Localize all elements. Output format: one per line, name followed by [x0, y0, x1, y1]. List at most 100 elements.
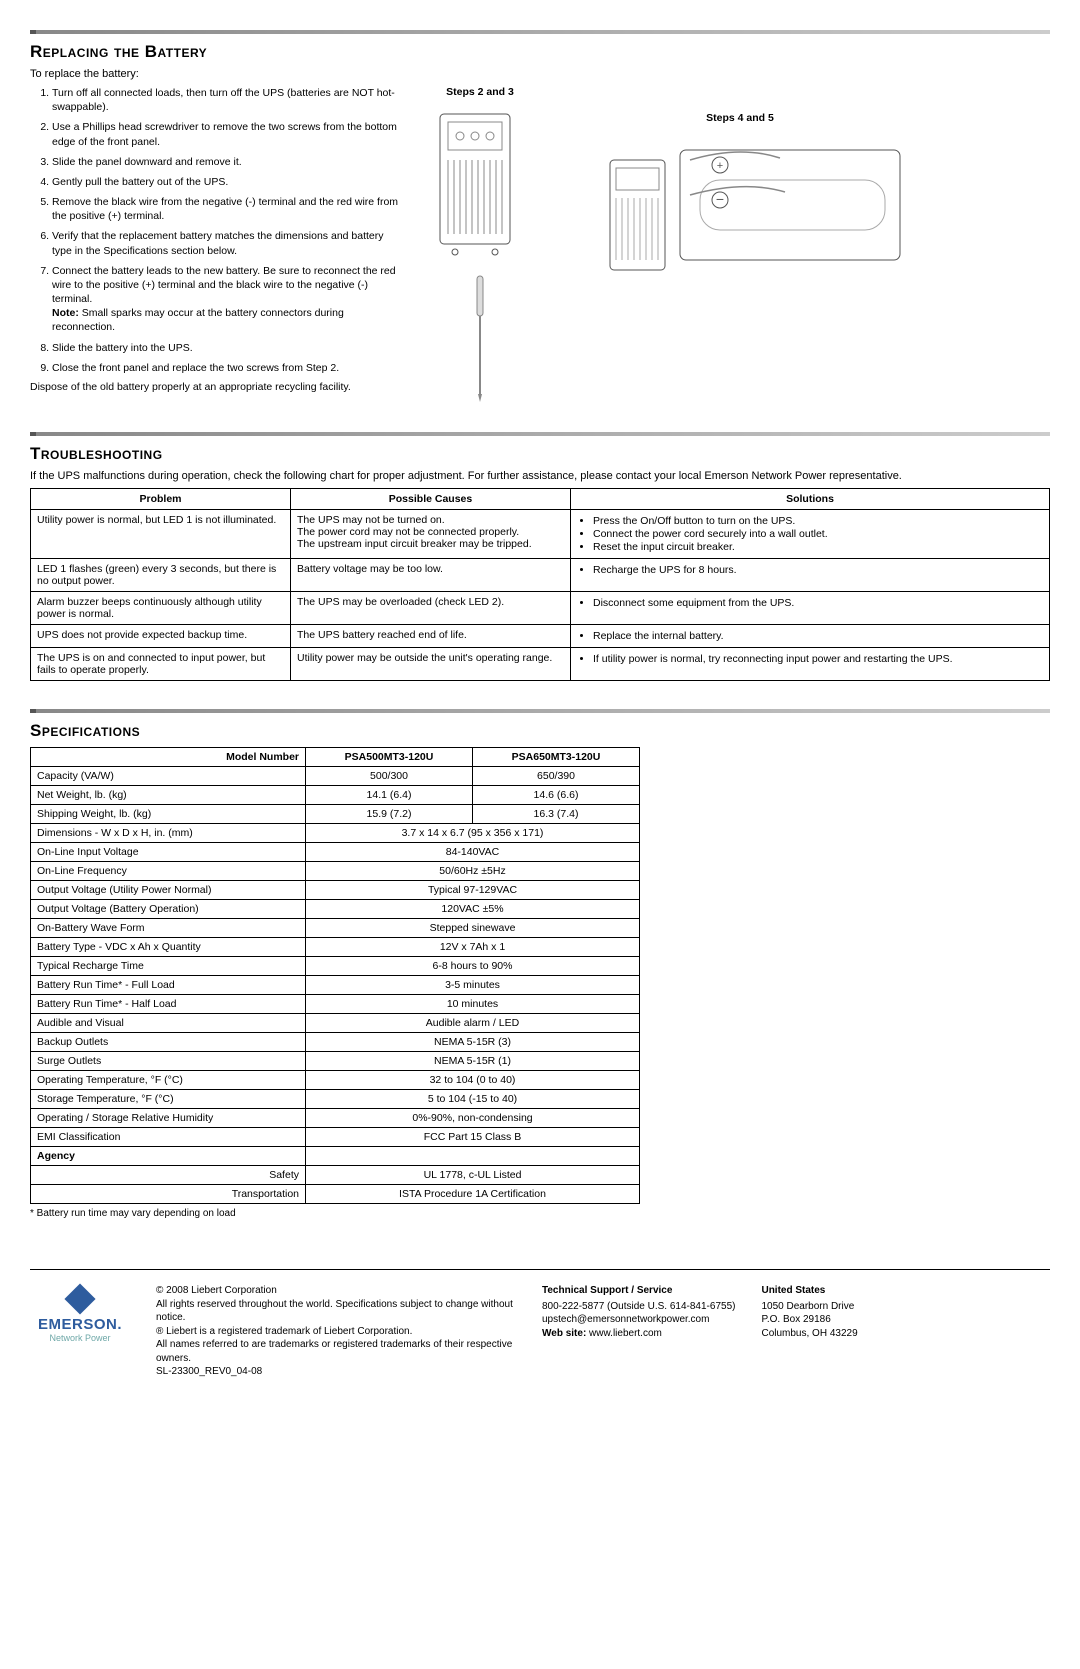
spec-label: Storage Temperature, °F (°C): [31, 1090, 306, 1109]
footer-address: United States 1050 Dearborn Drive P.O. B…: [761, 1284, 857, 1340]
spec-value: FCC Part 15 Class B: [306, 1128, 640, 1147]
spec-label: Battery Run Time* - Half Load: [31, 995, 306, 1014]
step-note: Note: Small sparks may occur at the batt…: [52, 306, 400, 334]
troubleshooting-heading: Troubleshooting: [30, 444, 1050, 464]
table-row: LED 1 flashes (green) every 3 seconds, b…: [31, 559, 1050, 592]
col-causes: Possible Causes: [291, 489, 571, 510]
table-row: Battery Run Time* - Half Load10 minutes: [31, 995, 640, 1014]
diagrams-row: Steps 2 and 3: [420, 86, 1050, 404]
section-divider: [30, 30, 1050, 34]
logo-diamond-icon: [64, 1283, 95, 1314]
causes-cell: Battery voltage may be too low.: [291, 559, 571, 592]
spec-value: 84-140VAC: [306, 843, 640, 862]
spec-label: Output Voltage (Utility Power Normal): [31, 881, 306, 900]
problem-cell: LED 1 flashes (green) every 3 seconds, b…: [31, 559, 291, 592]
spec-value: 6-8 hours to 90%: [306, 957, 640, 976]
spec-value: 0%-90%, non-condensing: [306, 1109, 640, 1128]
legal-line: © 2008 Liebert Corporation: [156, 1284, 516, 1298]
table-row: Backup OutletsNEMA 5-15R (3): [31, 1033, 640, 1052]
spec-value: 15.9 (7.2): [306, 805, 473, 824]
table-row: Alarm buzzer beeps continuously although…: [31, 592, 1050, 625]
diagram-col-1: Steps 2 and 3: [420, 86, 540, 404]
spec-value: ISTA Procedure 1A Certification: [306, 1185, 640, 1204]
spec-label: Capacity (VA/W): [31, 767, 306, 786]
replacing-battery-section: Replacing the Battery To replace the bat…: [30, 30, 1050, 404]
table-row: Dimensions - W x D x H, in. (mm)3.7 x 14…: [31, 824, 640, 843]
spec-value: 14.6 (6.6): [473, 786, 640, 805]
spec-value: 650/390: [473, 767, 640, 786]
specs-header-row: Model Number PSA500MT3-120U PSA650MT3-12…: [31, 748, 640, 767]
spec-label: Battery Type - VDC x Ah x Quantity: [31, 938, 306, 957]
section-divider: [30, 709, 1050, 713]
solutions-cell: Disconnect some equipment from the UPS.: [571, 592, 1050, 625]
step-text: Verify that the replacement battery matc…: [52, 230, 384, 256]
table-row: Net Weight, lb. (kg)14.1 (6.4)14.6 (6.6): [31, 786, 640, 805]
table-row: Capacity (VA/W)500/300650/390: [31, 767, 640, 786]
footer-legal: © 2008 Liebert Corporation All rights re…: [156, 1284, 516, 1379]
problem-cell: The UPS is on and connected to input pow…: [31, 648, 291, 681]
spec-value: Audible alarm / LED: [306, 1014, 640, 1033]
spec-value: 50/60Hz ±5Hz: [306, 862, 640, 881]
step-item: Remove the black wire from the negative …: [52, 195, 400, 223]
table-row: UPS does not provide expected backup tim…: [31, 625, 1050, 648]
step-item: Verify that the replacement battery matc…: [52, 229, 400, 257]
causes-cell: Utility power may be outside the unit's …: [291, 648, 571, 681]
spec-value: 16.3 (7.4): [473, 805, 640, 824]
us-heading: United States: [761, 1284, 857, 1298]
solutions-cell: Press the On/Off button to turn on the U…: [571, 510, 1050, 559]
emerson-logo: EMERSON. Network Power: [30, 1284, 130, 1343]
table-row: Operating / Storage Relative Humidity0%-…: [31, 1109, 640, 1128]
diagram-label-1: Steps 2 and 3: [446, 86, 514, 98]
svg-text:−: −: [716, 191, 724, 207]
table-row: Shipping Weight, lb. (kg)15.9 (7.2)16.3 …: [31, 805, 640, 824]
spec-label: Shipping Weight, lb. (kg): [31, 805, 306, 824]
table-row: Surge OutletsNEMA 5-15R (1): [31, 1052, 640, 1071]
step-item: Slide the panel downward and remove it.: [52, 155, 400, 169]
spec-value: UL 1778, c-UL Listed: [306, 1166, 640, 1185]
spec-value: 14.1 (6.4): [306, 786, 473, 805]
table-row: The UPS is on and connected to input pow…: [31, 648, 1050, 681]
step-text: Connect the battery leads to the new bat…: [52, 265, 396, 305]
page-footer: EMERSON. Network Power © 2008 Liebert Co…: [30, 1284, 1050, 1379]
ups-front-diagram: [420, 104, 540, 274]
spec-label: Typical Recharge Time: [31, 957, 306, 976]
table-row: Typical Recharge Time6-8 hours to 90%: [31, 957, 640, 976]
causes-cell: The UPS may not be turned on.The power c…: [291, 510, 571, 559]
legal-line: ® Liebert is a registered trademark of L…: [156, 1325, 516, 1339]
support-heading: Technical Support / Service: [542, 1284, 735, 1298]
agency-header-row: Agency: [31, 1147, 640, 1166]
solution-item: Disconnect some equipment from the UPS.: [593, 597, 1043, 609]
model-number-header: Model Number: [31, 748, 306, 767]
support-email: upstech@emersonnetworkpower.com: [542, 1313, 735, 1327]
spec-label: Dimensions - W x D x H, in. (mm): [31, 824, 306, 843]
model-col-2: PSA650MT3-120U: [473, 748, 640, 767]
table-row: Output Voltage (Battery Operation)120VAC…: [31, 900, 640, 919]
step-item: Gently pull the battery out of the UPS.: [52, 175, 400, 189]
table-row: Storage Temperature, °F (°C)5 to 104 (-1…: [31, 1090, 640, 1109]
replacing-intro: To replace the battery:: [30, 68, 1050, 80]
spec-value: NEMA 5-15R (1): [306, 1052, 640, 1071]
table-row: On-Battery Wave FormStepped sinewave: [31, 919, 640, 938]
spec-label: Net Weight, lb. (kg): [31, 786, 306, 805]
table-row: Battery Type - VDC x Ah x Quantity12V x …: [31, 938, 640, 957]
spec-label: Audible and Visual: [31, 1014, 306, 1033]
table-row: Operating Temperature, °F (°C)32 to 104 …: [31, 1071, 640, 1090]
spec-value: 12V x 7Ah x 1: [306, 938, 640, 957]
spec-value: 5 to 104 (-15 to 40): [306, 1090, 640, 1109]
specs-heading: Specifications: [30, 721, 1050, 741]
troubleshooting-intro: If the UPS malfunctions during operation…: [30, 470, 1050, 482]
solution-item: If utility power is normal, try reconnec…: [593, 653, 1043, 665]
legal-line: All names referred to are trademarks or …: [156, 1338, 516, 1365]
spec-value: 32 to 104 (0 to 40): [306, 1071, 640, 1090]
section-divider: [30, 432, 1050, 436]
causes-cell: The UPS battery reached end of life.: [291, 625, 571, 648]
problem-cell: UPS does not provide expected backup tim…: [31, 625, 291, 648]
spec-value: 500/300: [306, 767, 473, 786]
problem-cell: Alarm buzzer beeps continuously although…: [31, 592, 291, 625]
spec-label: EMI Classification: [31, 1128, 306, 1147]
step-item: Connect the battery leads to the new bat…: [52, 264, 400, 335]
causes-cell: The UPS may be overloaded (check LED 2).: [291, 592, 571, 625]
spec-value: 3.7 x 14 x 6.7 (95 x 356 x 171): [306, 824, 640, 843]
problem-cell: Utility power is normal, but LED 1 is no…: [31, 510, 291, 559]
spec-label: Output Voltage (Battery Operation): [31, 900, 306, 919]
